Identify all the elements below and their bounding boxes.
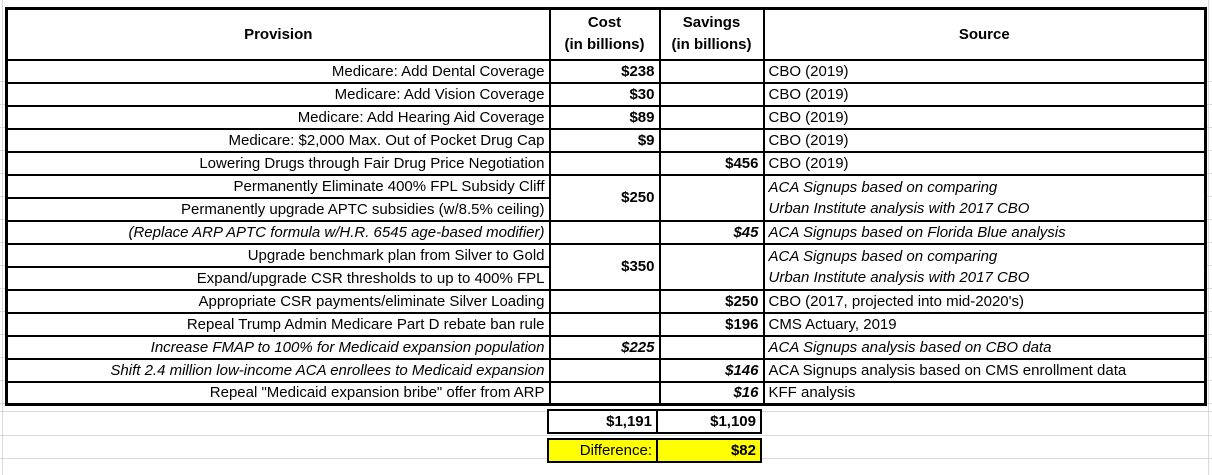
totals-box: $1,191 $1,109 bbox=[547, 409, 762, 434]
savings-cell[interactable] bbox=[658, 127, 765, 153]
difference-label-cell[interactable]: Difference: bbox=[547, 438, 658, 463]
table-row: Repeal "Medicaid expansion bribe" offer … bbox=[5, 380, 1207, 406]
source-line1: ACA Signups based on comparing bbox=[768, 247, 998, 265]
provision-cell[interactable]: Expand/upgrade CSR thresholds to up to 4… bbox=[5, 265, 551, 291]
cost-cell[interactable]: $30 bbox=[548, 81, 661, 107]
cost-cell-merged[interactable]: $250 bbox=[548, 173, 661, 222]
provision-cell[interactable]: Appropriate CSR payments/eliminate Silve… bbox=[5, 288, 551, 314]
header-provision[interactable]: Provision bbox=[5, 7, 551, 61]
source-cell-merged[interactable]: ACA Signups based on comparing Urban Ins… bbox=[762, 242, 1207, 291]
table-row: Appropriate CSR payments/eliminate Silve… bbox=[5, 288, 1207, 314]
cost-cell[interactable] bbox=[548, 150, 661, 176]
table-row: Lowering Drugs through Fair Drug Price N… bbox=[5, 150, 1207, 176]
grid-row-stubs-left bbox=[0, 59, 5, 405]
source-cell[interactable]: CBO (2019) bbox=[762, 150, 1207, 176]
table-row: Expand/upgrade CSR thresholds to up to 4… bbox=[5, 265, 1206, 291]
table-row: Permanently upgrade APTC subsidies (w/8.… bbox=[5, 196, 1206, 222]
source-line2: Urban Institute analysis with 2017 CBO bbox=[768, 199, 1030, 217]
cost-cell[interactable]: $89 bbox=[548, 104, 661, 130]
table-row: Increase FMAP to 100% for Medicaid expan… bbox=[5, 334, 1207, 360]
savings-cell[interactable]: $456 bbox=[658, 150, 765, 176]
source-cell[interactable]: CBO (2019) bbox=[762, 127, 1207, 153]
provision-cell[interactable]: Medicare: $2,000 Max. Out of Pocket Drug… bbox=[5, 127, 551, 153]
table-row: Medicare: Add Hearing Aid Coverage $89 C… bbox=[5, 104, 1207, 130]
provision-cell[interactable]: Shift 2.4 million low-income ACA enrolle… bbox=[5, 357, 551, 383]
cost-cell[interactable]: $9 bbox=[548, 127, 661, 153]
savings-cell-merged[interactable] bbox=[658, 242, 765, 291]
provisions-table: Provision Cost (in billions) Savings (in… bbox=[5, 7, 1207, 406]
savings-cell[interactable]: $196 bbox=[658, 311, 765, 337]
cost-cell[interactable]: $238 bbox=[548, 58, 661, 84]
source-cell-merged[interactable]: ACA Signups based on comparing Urban Ins… bbox=[762, 173, 1207, 222]
savings-cell[interactable] bbox=[658, 334, 765, 360]
provision-cell[interactable]: Repeal "Medicaid expansion bribe" offer … bbox=[5, 380, 551, 406]
source-cell[interactable]: CBO (2019) bbox=[762, 104, 1207, 130]
source-line1: ACA Signups based on comparing bbox=[768, 178, 998, 196]
total-cost-cell[interactable]: $1,191 bbox=[547, 409, 658, 434]
grid-row-stubs-right bbox=[1204, 59, 1212, 405]
source-cell[interactable]: KFF analysis bbox=[762, 380, 1207, 406]
table-row: (Replace ARP APTC formula w/H.R. 6545 ag… bbox=[5, 219, 1207, 245]
cost-cell[interactable] bbox=[548, 380, 661, 406]
cost-cell[interactable]: $225 bbox=[548, 334, 661, 360]
provision-cell[interactable]: Medicare: Add Dental Coverage bbox=[5, 58, 551, 84]
header-savings-line1: Savings bbox=[682, 14, 741, 32]
source-cell[interactable]: CBO (2017, projected into mid-2020's) bbox=[762, 288, 1207, 314]
table-row: Medicare: Add Dental Coverage $238 CBO (… bbox=[5, 58, 1207, 84]
savings-cell[interactable]: $16 bbox=[658, 380, 765, 406]
savings-cell[interactable] bbox=[658, 58, 765, 84]
header-cost-line2: (in billions) bbox=[564, 36, 645, 54]
source-cell[interactable]: ACA Signups analysis based on CBO data bbox=[762, 334, 1207, 360]
table-row: Shift 2.4 million low-income ACA enrolle… bbox=[5, 357, 1207, 383]
provision-cell[interactable]: (Replace ARP APTC formula w/H.R. 6545 ag… bbox=[5, 219, 551, 245]
table-row: Medicare: $2,000 Max. Out of Pocket Drug… bbox=[5, 127, 1207, 153]
savings-cell[interactable]: $250 bbox=[658, 288, 765, 314]
source-cell[interactable]: CBO (2019) bbox=[762, 81, 1207, 107]
total-savings-cell[interactable]: $1,109 bbox=[656, 409, 762, 434]
provision-cell[interactable]: Permanently upgrade APTC subsidies (w/8.… bbox=[5, 196, 551, 222]
provision-cell[interactable]: Permanently Eliminate 400% FPL Subsidy C… bbox=[5, 173, 551, 199]
savings-cell-merged[interactable] bbox=[658, 173, 765, 222]
table-row: Medicare: Add Vision Coverage $30 CBO (2… bbox=[5, 81, 1207, 107]
table-row: Upgrade benchmark plan from Silver to Go… bbox=[5, 242, 1207, 291]
header-row: Provision Cost (in billions) Savings (in… bbox=[5, 7, 1207, 61]
difference-value-cell[interactable]: $82 bbox=[656, 438, 762, 463]
cost-cell-merged[interactable]: $350 bbox=[548, 242, 661, 291]
provision-cell[interactable]: Upgrade benchmark plan from Silver to Go… bbox=[5, 242, 551, 268]
source-cell[interactable]: CBO (2019) bbox=[762, 58, 1207, 84]
table-row: Permanently Eliminate 400% FPL Subsidy C… bbox=[5, 173, 1207, 222]
table-row: Repeal Trump Admin Medicare Part D rebat… bbox=[5, 311, 1207, 337]
header-savings[interactable]: Savings (in billions) bbox=[658, 7, 765, 61]
savings-cell[interactable] bbox=[658, 81, 765, 107]
header-cost[interactable]: Cost (in billions) bbox=[548, 7, 661, 61]
provision-cell[interactable]: Lowering Drugs through Fair Drug Price N… bbox=[5, 150, 551, 176]
provision-cell[interactable]: Medicare: Add Vision Coverage bbox=[5, 81, 551, 107]
provision-cell[interactable]: Repeal Trump Admin Medicare Part D rebat… bbox=[5, 311, 551, 337]
difference-box: Difference: $82 bbox=[547, 438, 762, 463]
cost-cell[interactable] bbox=[548, 288, 661, 314]
source-cell[interactable]: CMS Actuary, 2019 bbox=[762, 311, 1207, 337]
savings-cell[interactable]: $45 bbox=[658, 219, 765, 245]
source-line2: Urban Institute analysis with 2017 CBO bbox=[768, 268, 1030, 286]
source-cell[interactable]: ACA Signups based on Florida Blue analys… bbox=[762, 219, 1207, 245]
cost-cell[interactable] bbox=[548, 357, 661, 383]
source-cell[interactable]: ACA Signups analysis based on CMS enroll… bbox=[762, 357, 1207, 383]
savings-cell[interactable] bbox=[658, 104, 765, 130]
header-savings-line2: (in billions) bbox=[671, 36, 752, 54]
provision-cell[interactable]: Medicare: Add Hearing Aid Coverage bbox=[5, 104, 551, 130]
grid-hline-2 bbox=[0, 435, 1212, 436]
cost-cell[interactable] bbox=[548, 311, 661, 337]
cost-cell[interactable] bbox=[548, 219, 661, 245]
provision-cell[interactable]: Increase FMAP to 100% for Medicaid expan… bbox=[5, 334, 551, 360]
header-source[interactable]: Source bbox=[762, 7, 1207, 61]
header-cost-line1: Cost bbox=[587, 14, 622, 32]
savings-cell[interactable]: $146 bbox=[658, 357, 765, 383]
